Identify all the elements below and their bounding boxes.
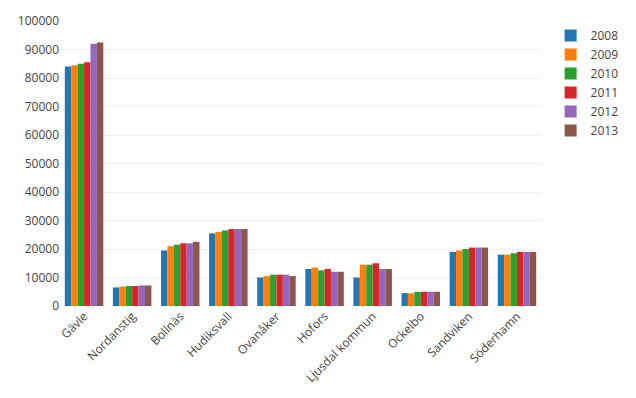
svg-text:Ljusdal kommun: Ljusdal kommun <box>302 308 380 386</box>
svg-text:2013: 2013 <box>591 122 619 139</box>
svg-text:Sandviken: Sandviken <box>423 308 476 361</box>
svg-text:70000: 70000 <box>25 98 59 115</box>
svg-text:40000: 40000 <box>25 183 59 200</box>
svg-text:2010: 2010 <box>591 65 619 82</box>
svg-text:100000: 100000 <box>18 12 59 29</box>
svg-text:Hofors: Hofors <box>293 308 332 347</box>
svg-text:30000: 30000 <box>25 212 59 229</box>
svg-text:2011: 2011 <box>591 84 618 101</box>
svg-text:50000: 50000 <box>25 155 59 172</box>
svg-text:20000: 20000 <box>25 240 59 257</box>
svg-text:2012: 2012 <box>591 103 619 120</box>
svg-text:Hudiksvall: Hudiksvall <box>183 308 236 361</box>
svg-text:0: 0 <box>52 297 59 314</box>
svg-text:90000: 90000 <box>25 41 59 58</box>
svg-text:Ovanåker: Ovanåker <box>233 308 283 358</box>
svg-text:80000: 80000 <box>25 69 59 86</box>
svg-text:2008: 2008 <box>591 27 619 44</box>
svg-text:60000: 60000 <box>25 126 59 143</box>
svg-text:Ockelbo: Ockelbo <box>383 308 427 352</box>
svg-text:Bollnäs: Bollnäs <box>146 308 187 349</box>
svg-text:10000: 10000 <box>25 269 59 286</box>
svg-text:Gävle: Gävle <box>57 308 91 342</box>
svg-text:Söderhamn: Söderhamn <box>466 308 524 366</box>
svg-text:Nordanstig: Nordanstig <box>83 308 139 364</box>
svg-text:2009: 2009 <box>591 46 619 63</box>
